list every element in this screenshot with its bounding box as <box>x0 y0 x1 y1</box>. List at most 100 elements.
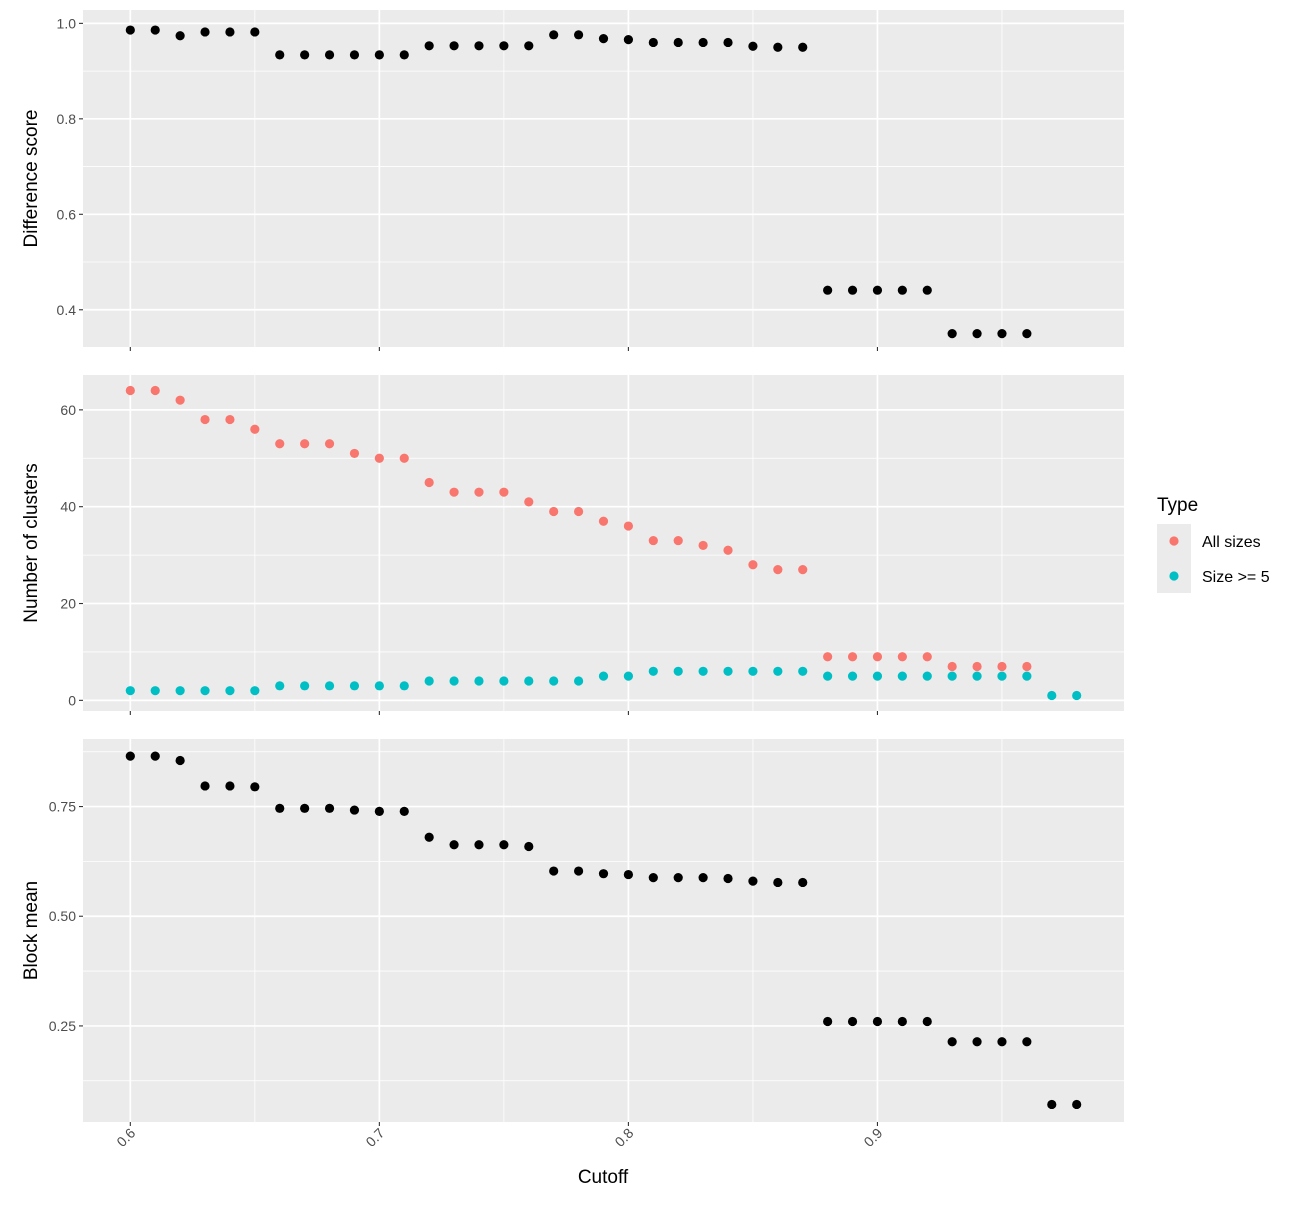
y-tick-label: 1.0 <box>57 15 77 31</box>
data-point <box>549 30 559 40</box>
x-tick-label: 0.7 <box>362 1125 387 1150</box>
y-tick-label: 0.8 <box>57 111 77 127</box>
data-point <box>997 1037 1007 1047</box>
data-point <box>847 285 858 295</box>
y-tick-label: 0.75 <box>49 799 76 815</box>
data-point <box>125 751 135 761</box>
data-point <box>499 41 509 51</box>
legend-key-size-5 <box>1169 571 1179 581</box>
data-point <box>150 25 160 35</box>
data-point <box>474 41 484 51</box>
data-point <box>972 1037 982 1047</box>
data-point <box>175 755 185 766</box>
data-point <box>225 686 235 696</box>
data-point <box>250 686 260 696</box>
data-point <box>598 516 609 526</box>
data-point <box>200 27 210 37</box>
y-tick-label: 0.50 <box>49 908 76 924</box>
data-point <box>823 1016 833 1027</box>
data-point <box>424 832 434 842</box>
data-point <box>374 50 384 60</box>
data-point <box>449 840 459 850</box>
data-point <box>897 285 907 295</box>
data-point <box>549 866 559 876</box>
data-point <box>250 782 260 792</box>
y-tick-label: 0 <box>68 692 76 708</box>
data-point <box>623 671 634 681</box>
data-point <box>947 661 957 672</box>
data-point <box>823 652 833 662</box>
data-point <box>349 50 360 60</box>
series-all-sizes <box>125 385 1032 672</box>
x-axis-title: Cutoff <box>578 1167 629 1188</box>
data-point <box>125 25 135 35</box>
data-point <box>200 414 210 425</box>
data-point <box>897 652 907 662</box>
data-point <box>698 873 708 883</box>
data-point <box>399 681 409 691</box>
data-point <box>449 487 459 497</box>
data-point <box>997 661 1007 672</box>
data-point <box>972 329 982 339</box>
data-point <box>324 681 335 691</box>
y-tick-label: 20 <box>60 596 76 612</box>
data-point <box>1047 690 1057 701</box>
data-point <box>623 521 634 531</box>
data-point <box>872 671 883 681</box>
panel-background <box>83 375 1124 711</box>
data-point <box>922 652 932 662</box>
data-point <box>823 285 833 295</box>
data-point <box>275 439 285 449</box>
data-point <box>125 686 135 696</box>
data-point <box>623 34 634 45</box>
data-point <box>150 751 160 761</box>
data-point <box>773 877 783 888</box>
data-point <box>847 1016 858 1027</box>
data-point <box>872 285 883 295</box>
data-point <box>773 565 783 575</box>
data-point <box>673 873 683 883</box>
data-point <box>847 671 858 681</box>
y-axis-title: Block mean <box>21 881 42 980</box>
legend-title: Type <box>1157 495 1198 516</box>
data-point <box>872 1016 883 1027</box>
data-point <box>1022 661 1032 672</box>
data-point <box>623 869 634 880</box>
data-point <box>324 50 335 60</box>
data-point <box>549 506 559 517</box>
y-axis-title: Number of clusters <box>21 463 42 622</box>
data-point <box>947 671 957 681</box>
data-point <box>573 676 584 686</box>
data-point <box>549 676 559 686</box>
data-point <box>748 876 758 886</box>
data-point <box>598 869 609 879</box>
data-point <box>673 535 683 546</box>
y-tick-label: 60 <box>60 402 76 418</box>
data-point <box>474 487 484 497</box>
data-point <box>399 806 409 816</box>
panel-background <box>83 739 1124 1122</box>
data-point <box>275 681 285 691</box>
x-tick-label: 0.8 <box>611 1125 636 1150</box>
data-point <box>798 42 808 52</box>
data-point <box>275 50 285 60</box>
data-point <box>872 652 883 662</box>
data-point <box>798 877 808 888</box>
data-point <box>349 805 360 815</box>
data-point <box>125 385 135 396</box>
data-point <box>250 424 260 434</box>
data-point <box>349 448 360 459</box>
data-point <box>1072 690 1082 701</box>
data-point <box>524 676 534 686</box>
legend: Type All sizes Size >= 5 <box>1157 495 1270 593</box>
legend-label-size-5: Size >= 5 <box>1202 569 1270 586</box>
x-tick-label: 0.9 <box>860 1125 885 1150</box>
data-point <box>175 686 185 696</box>
data-point <box>225 781 235 791</box>
series-points <box>125 25 1032 339</box>
data-point <box>972 661 982 672</box>
data-point <box>947 329 957 339</box>
data-point <box>424 676 434 686</box>
